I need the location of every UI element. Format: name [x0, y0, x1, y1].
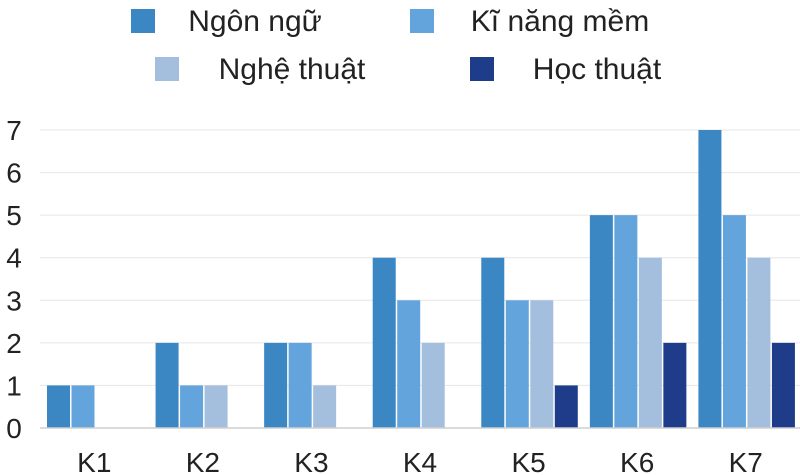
- x-tick-label: K4: [403, 447, 437, 475]
- legend: Ngôn ngữ Kĩ năng mềm Nghệ thuật Học thuật: [131, 5, 662, 86]
- legend-label: Học thuật: [533, 53, 662, 86]
- x-tick-label: K1: [77, 447, 111, 475]
- bar: [698, 130, 722, 428]
- y-tick-label: 6: [6, 158, 22, 189]
- bar: [264, 342, 288, 428]
- y-tick-label: 1: [6, 370, 22, 401]
- y-tick-label: 2: [6, 328, 22, 359]
- bar: [313, 385, 337, 428]
- x-tick-label: K6: [620, 447, 654, 475]
- bar: [747, 257, 771, 428]
- y-tick-label: 3: [6, 285, 22, 316]
- x-tick-label: K2: [186, 447, 220, 475]
- bar: [505, 300, 529, 428]
- legend-swatch: [131, 9, 155, 33]
- bar: [638, 257, 662, 428]
- bar: [771, 342, 795, 428]
- legend-swatch: [470, 57, 494, 81]
- bar: [663, 342, 687, 428]
- y-axis-ticks: 0 1 2 3 4 5 6 7: [6, 115, 22, 444]
- bar: [421, 342, 445, 428]
- x-tick-label: K3: [294, 447, 328, 475]
- bar: [155, 342, 179, 428]
- legend-swatch: [155, 57, 179, 81]
- bar: [47, 385, 70, 428]
- x-tick-label: K7: [729, 447, 763, 475]
- bar: [372, 257, 396, 428]
- bar: [722, 215, 746, 428]
- y-tick-label: 7: [6, 115, 22, 146]
- legend-label: Ngôn ngữ: [188, 5, 322, 38]
- bar: [614, 215, 638, 428]
- bar: [589, 215, 613, 428]
- legend-swatch: [410, 9, 434, 33]
- legend-label: Nghệ thuật: [219, 53, 366, 86]
- y-tick-label: 4: [6, 243, 22, 274]
- bar: [530, 300, 554, 428]
- bar: [180, 385, 204, 428]
- bar: [71, 385, 95, 428]
- bar: [554, 385, 578, 428]
- y-tick-label: 5: [6, 200, 22, 231]
- legend-label: Kĩ năng mềm: [471, 5, 649, 38]
- bar: [397, 300, 421, 428]
- bars: [47, 130, 795, 428]
- bar: [204, 385, 228, 428]
- x-tick-label: K5: [511, 447, 545, 475]
- bar: [481, 257, 505, 428]
- x-axis-ticks: K1 K2 K3 K4 K5 K6 K7: [77, 447, 763, 475]
- y-tick-label: 0: [6, 413, 22, 444]
- bar: [288, 342, 312, 428]
